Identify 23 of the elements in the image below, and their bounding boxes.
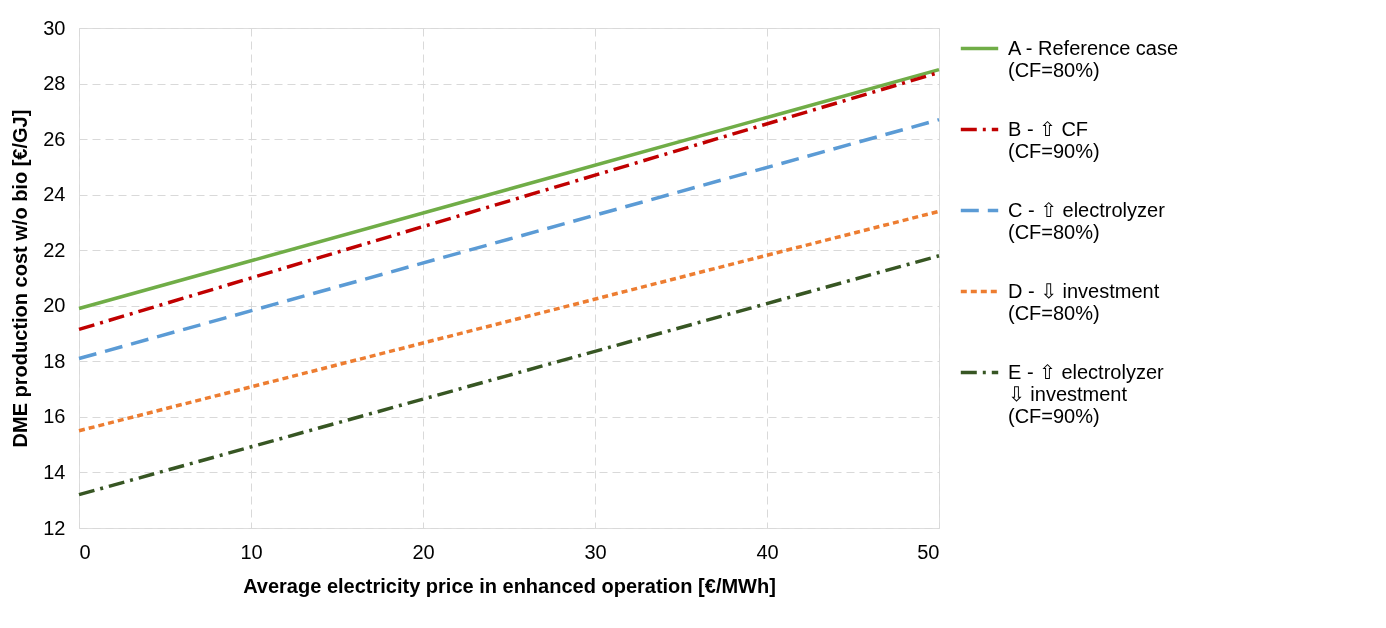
y-tick-label: 12: [43, 516, 66, 539]
y-tick-label: 26: [43, 127, 66, 150]
y-tick-label: 18: [43, 349, 66, 372]
x-tick-label: 40: [756, 540, 779, 563]
y-tick-label: 24: [43, 183, 66, 206]
legend-label: A - Reference case (CF=80%): [1008, 36, 1179, 81]
legend-label: B - ⇧ CF (CF=90%): [1008, 117, 1100, 162]
legend-label: E - ⇧ electrolyzer ⇩ investment (CF=90%): [1008, 360, 1165, 427]
legend-label: C - ⇧ electrolyzer (CF=80%): [1008, 198, 1166, 243]
y-tick-label: 30: [43, 16, 66, 39]
x-tick-label: 0: [79, 540, 91, 563]
x-tick-label: 30: [584, 540, 607, 563]
x-tick-label: 10: [240, 540, 263, 563]
x-tick-label: 20: [412, 540, 435, 563]
legend-label: D - ⇩ investment (CF=80%): [1008, 279, 1160, 324]
x-axis-title: Average electricity price in enhanced operation [€/MWh]: [243, 574, 776, 597]
y-axis-title: DME production cost w/o bio [€/GJ]: [9, 109, 32, 448]
y-tick-label: 14: [43, 460, 66, 483]
y-tick-label: 28: [43, 72, 66, 95]
y-tick-label: 16: [43, 405, 66, 428]
y-tick-label: 22: [43, 238, 66, 261]
y-tick-label: 20: [43, 294, 66, 317]
x-tick-label: 50: [917, 540, 940, 563]
